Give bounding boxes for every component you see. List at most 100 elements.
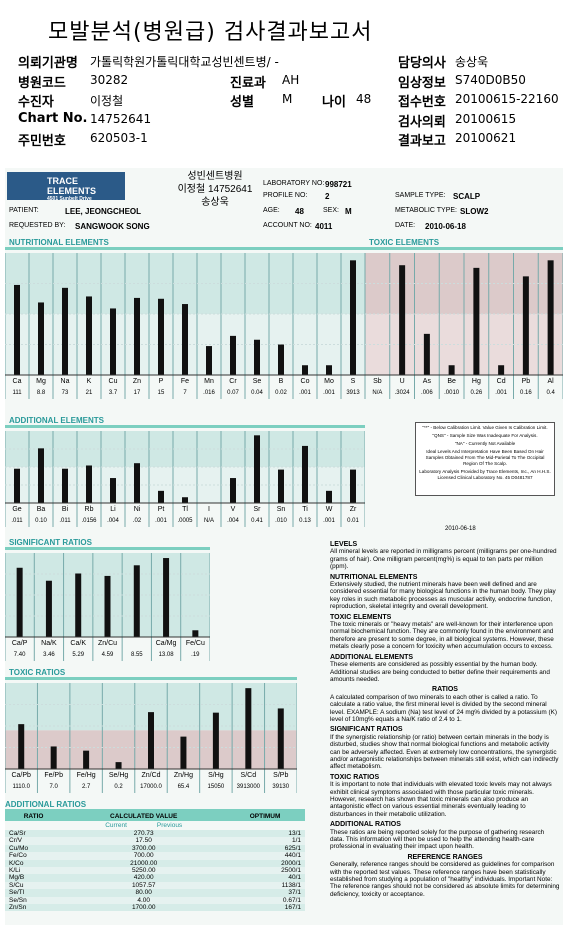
hw: 성빈센트병원: [187, 171, 243, 182]
header-cell: RATIO: [23, 813, 44, 820]
value-label: 8.8: [37, 390, 46, 396]
table-cell: 700.00: [133, 852, 154, 860]
value-label: 0.01: [347, 518, 359, 524]
info-label: 진료과: [230, 75, 266, 91]
value-label: 7.40: [14, 652, 26, 658]
category-label: Bi: [62, 506, 69, 513]
table-row: Ca/Sr 270.73 13/1: [5, 830, 305, 838]
bar: [547, 260, 554, 375]
table-row: Se/Sn 4.00 0.67/1: [5, 896, 305, 905]
info-label: 접수번호: [398, 95, 446, 110]
value-label: 65.4: [178, 784, 190, 790]
date: 2010-06-18: [445, 526, 476, 532]
legend-line: "QNS" - Sample Size Was Inadequate For A…: [432, 433, 538, 438]
legend-box: "**" - Below Calibration Limit. Value Gi…: [415, 422, 555, 496]
bar: [14, 468, 20, 503]
bar: [163, 558, 170, 637]
bar: [192, 630, 199, 637]
table-row: Cr/V 17.50 1/1: [5, 837, 305, 845]
value-label: .011: [11, 518, 23, 524]
category-label: Na: [61, 378, 70, 385]
value-label: .010: [275, 518, 287, 524]
field-value: SANGWOOK SONG: [75, 222, 150, 231]
toxic-ratio-chart: TOXIC RATIOS Ca/Pb 1110.0 Fe/Pb 7.0 Fe/Hg 2.7 S…: [5, 668, 297, 793]
table-cell: 17.50: [135, 837, 152, 845]
table-row: Fe/Co 700.00 440/1: [5, 852, 305, 860]
info-value: 14752641: [90, 111, 152, 126]
info-value: 30282: [90, 72, 129, 87]
table-cell: 2500/1: [281, 867, 301, 875]
bar: [180, 736, 187, 769]
value-label: .001: [299, 390, 311, 396]
value-label: 3913000: [237, 784, 261, 790]
info-label: 검사의뢰: [398, 114, 446, 130]
subheader-row: Current Previous: [5, 821, 305, 830]
bar: [158, 490, 164, 503]
bar: [50, 746, 57, 769]
note: ADDITIONAL RATIOS These ratios are being …: [330, 821, 560, 851]
table-cell: Mg/B: [9, 874, 25, 882]
bar: [115, 762, 122, 769]
field-label: LABORATORY NO:: [263, 180, 325, 187]
info-value: 가톨릭학원가톨릭대학교성빈센트병/ -: [90, 55, 279, 69]
table-row: Mg/B 420.00 40/1: [5, 874, 305, 882]
bar: [350, 260, 356, 375]
value-label: .006: [421, 390, 433, 396]
value-label: .016: [203, 390, 215, 396]
field-value: SCALP: [453, 192, 481, 201]
field-value: LEE, JEONGCHEOL: [65, 207, 142, 216]
value-label: 8.55: [131, 652, 143, 658]
note: RATIOS A calculated comparison of two min…: [330, 686, 560, 723]
chart-title: TOXIC ELEMENTS: [369, 238, 440, 247]
nutritional-chart: NUTRITIONAL ELEMENTS Ca 111 Mg 8.8 Na 73 K 21 Cu 3…: [5, 238, 365, 399]
table-cell: 625/1: [284, 844, 301, 852]
info-label: 담당의사: [398, 56, 446, 71]
subheader-cell: Current Previous: [62, 821, 225, 830]
value-label: 17000.0: [140, 784, 162, 790]
subheader-cell: [5, 821, 62, 830]
value-label: .004: [107, 518, 119, 524]
table-cell: 440/1: [284, 852, 301, 860]
category-label: Ca: [13, 378, 22, 385]
table-cell: 40/1: [288, 874, 301, 882]
handwritten: 성빈센트병원 이정철 14752641 송상욱: [165, 170, 265, 209]
value-label: N/A: [372, 390, 382, 396]
chart-title: SIGNIFICANT RATIOS: [9, 538, 93, 547]
info-value: 송상욱: [455, 55, 489, 69]
value-label: 3.7: [109, 390, 118, 396]
info-value: 48: [356, 92, 372, 106]
value-label: .0005: [177, 518, 193, 524]
note-heading: ADDITIONAL ELEMENTS: [330, 653, 414, 661]
category-label: Be: [447, 378, 456, 385]
value-label: .001: [323, 390, 335, 396]
value-label: 2.7: [82, 784, 91, 790]
value-label: 7: [183, 390, 187, 396]
category-label: Co: [301, 378, 310, 385]
value-label: 21: [86, 390, 93, 396]
value-label: 0.10: [35, 518, 47, 524]
info-value: 620503-1: [90, 131, 148, 145]
significant-chart: SIGNIFICANT RATIOS Ca/P 7.40 Na/K 3.46 Ca/K 5.…: [5, 538, 210, 661]
value-label: 1110.0: [12, 784, 30, 790]
title-rule: [365, 247, 563, 250]
value-label: 3.46: [43, 652, 55, 658]
title-rule: [5, 425, 365, 428]
subheader-cell: [225, 821, 305, 830]
bar: [75, 573, 82, 637]
field-label: REQUESTED BY:: [9, 222, 66, 229]
note-heading: REFERENCE RANGES: [407, 853, 483, 861]
table-cell: Se/Sn: [9, 896, 27, 904]
legend-line: Ideal Levels And Interpretation Have Bee…: [425, 449, 545, 466]
category-label: Fe/Hg: [77, 772, 96, 779]
category-label: U: [400, 378, 405, 385]
table-cell: Fe/Co: [9, 852, 27, 860]
category-label: Ca/K: [70, 640, 86, 647]
category-label: Ni: [134, 506, 141, 513]
logo-text: TRACE ELEMENTS: [47, 176, 97, 196]
category-label: Zn: [133, 378, 141, 385]
chart-title: TOXIC RATIOS: [9, 668, 66, 677]
field-label: AGE:: [263, 207, 280, 214]
table-cell: 13/1: [288, 830, 301, 837]
value-label: 0.41: [251, 518, 263, 524]
info-value: AH: [282, 72, 300, 87]
